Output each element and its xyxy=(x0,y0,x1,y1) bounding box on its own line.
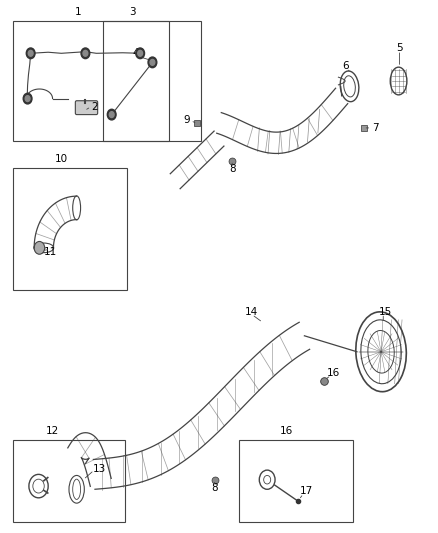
Text: 11: 11 xyxy=(44,247,57,256)
Text: 13: 13 xyxy=(93,464,106,474)
Text: 16: 16 xyxy=(327,368,340,378)
Text: 6: 6 xyxy=(343,61,350,71)
Text: 7: 7 xyxy=(372,123,379,133)
Text: 12: 12 xyxy=(46,426,59,435)
Circle shape xyxy=(26,48,35,59)
Text: 5: 5 xyxy=(396,43,403,53)
Text: 14: 14 xyxy=(245,307,258,317)
Circle shape xyxy=(150,59,155,66)
Bar xyxy=(239,440,353,522)
Circle shape xyxy=(83,50,88,56)
Circle shape xyxy=(28,50,33,56)
Bar xyxy=(13,21,169,141)
Circle shape xyxy=(23,93,32,104)
Circle shape xyxy=(109,111,114,118)
Circle shape xyxy=(25,96,30,102)
Text: 4: 4 xyxy=(132,49,139,58)
Circle shape xyxy=(34,241,45,254)
Bar xyxy=(13,440,125,522)
Bar xyxy=(13,168,127,290)
FancyBboxPatch shape xyxy=(75,101,98,115)
Text: 1: 1 xyxy=(75,7,82,17)
Circle shape xyxy=(107,109,116,120)
Bar xyxy=(103,21,201,141)
Text: 8: 8 xyxy=(229,165,236,174)
Text: 2: 2 xyxy=(91,102,98,111)
Text: 17: 17 xyxy=(300,487,313,496)
Circle shape xyxy=(148,57,157,68)
Circle shape xyxy=(138,50,142,56)
Text: 16: 16 xyxy=(280,426,293,435)
Text: 8: 8 xyxy=(211,483,218,493)
Text: 15: 15 xyxy=(379,307,392,317)
Text: 10: 10 xyxy=(54,154,67,164)
Text: 3: 3 xyxy=(129,7,136,17)
Circle shape xyxy=(136,48,145,59)
Text: 9: 9 xyxy=(184,115,191,125)
Circle shape xyxy=(81,48,90,59)
